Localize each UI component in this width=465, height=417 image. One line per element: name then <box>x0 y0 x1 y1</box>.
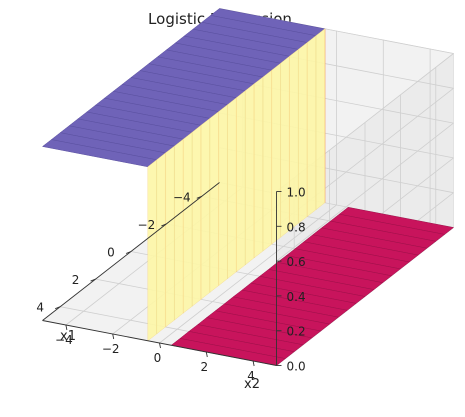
z-tick-label: 0.6 <box>287 255 306 269</box>
surface-transition-wall <box>280 55 290 238</box>
surface-transition-wall <box>262 69 272 252</box>
surface-transition-wall <box>289 48 299 231</box>
x2-tick-label: 0 <box>154 351 162 365</box>
x2-tick <box>65 324 68 331</box>
x2-tick-label: 4 <box>247 369 255 383</box>
surface-transition-wall <box>227 97 237 280</box>
x2-tick <box>112 333 115 340</box>
surface-transition-wall <box>174 138 184 321</box>
surface-transition-wall <box>315 28 325 211</box>
z-tick-label: 0.4 <box>287 290 306 304</box>
x1-tick-label: −4 <box>173 190 191 204</box>
surface-transition-wall <box>244 83 255 266</box>
surface-transition-wall <box>236 90 246 273</box>
x1-tick-label: 0 <box>107 246 115 260</box>
surface-transition-wall <box>306 35 317 218</box>
surface-plot <box>41 8 455 366</box>
z-tick-label: 0.2 <box>287 325 306 339</box>
surface-transition-wall <box>218 104 228 287</box>
y-axis-label: x2 <box>244 377 260 392</box>
x1-tick <box>90 278 96 282</box>
x1-tick-label: −2 <box>138 218 156 232</box>
surface-transition-wall <box>209 111 219 293</box>
surface-transition-wall <box>147 159 157 342</box>
x1-tick <box>161 223 167 227</box>
z-tick-label: 0.0 <box>287 360 306 374</box>
x2-tick-label: −2 <box>102 342 120 356</box>
surface-transition-wall <box>200 117 211 300</box>
x1-tick <box>196 195 202 199</box>
x2-tick-label: −4 <box>55 333 73 347</box>
x2-tick <box>205 351 208 358</box>
surface-transition-wall <box>165 145 175 328</box>
surface-transition-wall <box>156 152 166 335</box>
surface-transition-wall <box>253 76 264 259</box>
z-tick-label: 1.0 <box>287 186 306 200</box>
x1-tick-label: 4 <box>36 301 44 315</box>
x-axis-label: x1 <box>60 329 76 344</box>
z-tick-label: 0.8 <box>287 220 306 234</box>
x2-tick-label: 2 <box>200 360 208 374</box>
axes: −4 −2 0 2 4 −4 −2 0 2 4 0.0 0.2 0.4 0.6 0.8 1.0 <box>36 182 306 383</box>
x1-tick-label: 2 <box>72 273 80 287</box>
surface-transition-wall <box>191 124 202 307</box>
x2-tick <box>252 360 255 367</box>
x1-tick <box>125 251 132 254</box>
grid-line-z <box>276 122 454 262</box>
surface-transition-wall <box>182 131 193 314</box>
x1-tick <box>55 306 61 310</box>
x2-tick <box>159 342 161 349</box>
